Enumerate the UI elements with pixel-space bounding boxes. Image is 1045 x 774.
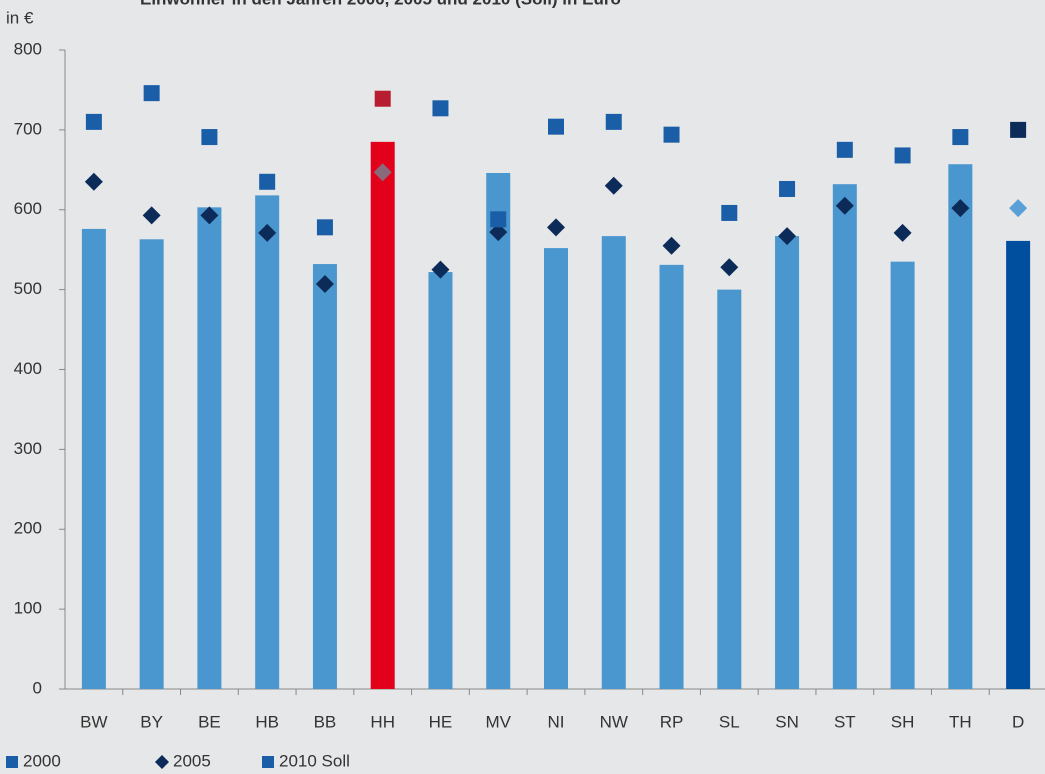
square-marker (143, 85, 160, 102)
x-tick-label: TH (949, 712, 972, 731)
diamond-marker (315, 275, 334, 294)
legend-label: 2005 (173, 751, 211, 770)
y-tick-label: 200 (14, 519, 42, 538)
square-marker (85, 113, 102, 130)
diamond-marker (720, 258, 739, 277)
square-marker (432, 100, 449, 117)
legend-marker (155, 755, 169, 769)
x-tick-label: MV (485, 712, 511, 731)
y-axis-label: in € (6, 8, 34, 27)
diamond-marker (951, 199, 970, 218)
square-marker (894, 147, 911, 164)
y-tick-label: 500 (14, 279, 42, 298)
bar (312, 264, 337, 689)
bar (832, 184, 857, 689)
legend-label: 2010 Soll (279, 751, 350, 770)
bar (948, 164, 973, 689)
bar (544, 248, 568, 689)
bar (370, 141, 395, 689)
legend-marker (262, 756, 274, 768)
x-tick-label: BY (140, 712, 163, 731)
diamond-marker (547, 218, 565, 237)
y-tick-label: 400 (14, 359, 42, 378)
y-tick-label: 700 (14, 119, 42, 138)
diamond-marker (835, 196, 854, 215)
x-tick-label: D (1012, 712, 1024, 731)
diamond-marker (84, 172, 103, 191)
bar (775, 236, 800, 689)
x-tick-label: RP (660, 712, 684, 731)
square-marker (721, 204, 738, 221)
chart-title: Einwohner in den Jahren 2000, 2005 und 2… (140, 0, 621, 8)
diamond-marker (604, 176, 623, 195)
bar (81, 228, 106, 690)
diamond-marker (662, 236, 681, 255)
bar (197, 207, 222, 689)
square-marker (490, 211, 507, 228)
x-tick-label: SL (719, 712, 740, 731)
bar (1006, 240, 1031, 689)
y-tick-label: 300 (14, 439, 42, 458)
x-tick-label: BE (198, 712, 221, 731)
bar (659, 264, 684, 689)
diamond-marker (489, 223, 508, 242)
x-tick-label: ST (834, 712, 856, 731)
diamond-marker (431, 260, 450, 279)
square-marker (374, 90, 391, 107)
diamond-marker (893, 223, 912, 242)
diamond-marker (142, 206, 161, 225)
x-tick-label: HE (429, 712, 453, 731)
y-tick-label: 0 (33, 678, 42, 697)
square-marker (952, 129, 969, 146)
diamond-marker (778, 227, 797, 246)
bar (601, 236, 626, 689)
diamond-marker (373, 163, 392, 182)
square-marker (548, 118, 564, 135)
square-marker (663, 126, 680, 143)
bar (486, 173, 511, 689)
x-tick-label: HH (370, 712, 395, 731)
x-tick-label: HB (255, 712, 279, 731)
square-marker (316, 219, 333, 236)
bar (428, 272, 453, 689)
square-marker (201, 129, 218, 146)
x-tick-label: BW (80, 712, 107, 731)
y-tick-label: 600 (14, 199, 42, 218)
x-tick-label: SH (891, 712, 915, 731)
square-marker (1010, 121, 1027, 138)
bar (255, 195, 280, 689)
bar (139, 239, 164, 689)
x-tick-label: NW (600, 712, 628, 731)
square-marker (259, 173, 276, 190)
x-tick-label: BB (314, 712, 337, 731)
legend-marker (6, 756, 18, 768)
diamond-marker (200, 206, 219, 225)
square-marker (605, 113, 622, 130)
bar (717, 289, 742, 689)
x-tick-label: SN (775, 712, 799, 731)
bar (890, 261, 915, 689)
square-marker (779, 180, 796, 197)
diamond-marker (1009, 199, 1028, 218)
square-marker (836, 141, 853, 158)
legend-label: 2000 (23, 751, 61, 770)
y-tick-label: 100 (14, 599, 42, 618)
y-tick-label: 800 (14, 39, 42, 58)
x-tick-label: NI (548, 712, 565, 731)
diamond-marker (258, 223, 277, 242)
